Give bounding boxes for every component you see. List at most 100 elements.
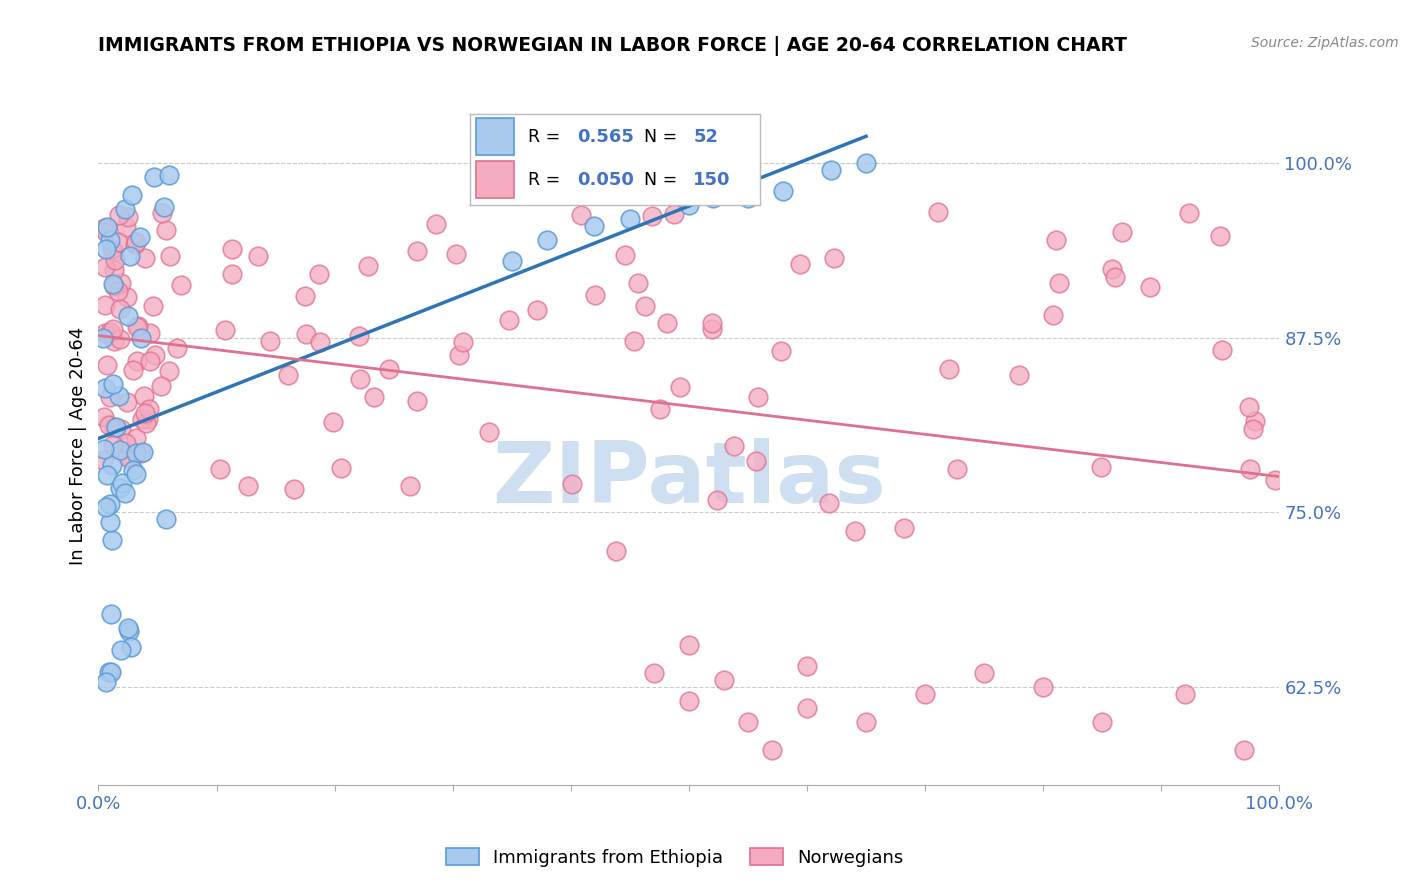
Point	[294, 289, 316, 303]
Point	[110, 421, 132, 435]
Point	[914, 687, 936, 701]
Point	[1139, 280, 1161, 294]
Point	[94, 326, 117, 340]
Point	[405, 244, 427, 258]
Point	[1032, 680, 1054, 694]
Point	[96, 219, 118, 234]
Point	[101, 377, 124, 392]
Point	[170, 277, 193, 292]
Point	[114, 436, 136, 450]
Point	[309, 335, 332, 350]
Point	[283, 482, 305, 496]
Point	[357, 259, 380, 273]
Point	[138, 401, 160, 416]
Point	[105, 420, 128, 434]
Point	[449, 348, 471, 362]
Point	[91, 331, 114, 345]
Point	[713, 673, 735, 687]
Point	[94, 242, 117, 256]
Point	[1243, 414, 1265, 428]
Point	[796, 701, 818, 715]
Point	[128, 230, 150, 244]
Point	[214, 323, 236, 337]
Point	[155, 222, 177, 236]
Point	[98, 390, 121, 404]
Point	[1042, 308, 1064, 322]
Point	[634, 299, 657, 313]
Point	[103, 334, 125, 349]
Point	[330, 461, 353, 475]
Text: IMMIGRANTS FROM ETHIOPIA VS NORWEGIAN IN LABOR FORCE | AGE 20-64 CORRELATION CHA: IMMIGRANTS FROM ETHIOPIA VS NORWEGIAN IN…	[98, 36, 1128, 55]
Point	[129, 446, 152, 460]
Point	[723, 439, 745, 453]
Point	[139, 353, 162, 368]
Point	[1241, 422, 1264, 436]
Point	[125, 445, 148, 459]
Point	[100, 607, 122, 621]
Y-axis label: In Labor Force | Age 20-64: In Labor Force | Age 20-64	[69, 326, 87, 566]
Point	[114, 202, 136, 217]
Point	[561, 477, 583, 491]
Point	[94, 500, 117, 515]
Point	[108, 481, 131, 495]
Point	[648, 402, 671, 417]
Point	[94, 260, 117, 275]
Point	[125, 354, 148, 368]
Point	[1178, 206, 1201, 220]
Point	[101, 438, 124, 452]
Point	[498, 312, 520, 326]
Point	[124, 237, 146, 252]
Legend: Immigrants from Ethiopia, Norwegians: Immigrants from Ethiopia, Norwegians	[439, 841, 911, 874]
Point	[405, 394, 427, 409]
Point	[122, 363, 145, 377]
Point	[107, 235, 129, 249]
Point	[124, 467, 146, 482]
Point	[583, 219, 606, 233]
Point	[131, 412, 153, 426]
Point	[98, 497, 121, 511]
Point	[93, 442, 115, 456]
Point	[377, 362, 399, 376]
Point	[295, 326, 318, 341]
Point	[619, 211, 641, 226]
Point	[789, 257, 811, 271]
Point	[143, 169, 166, 184]
Point	[737, 191, 759, 205]
Point	[236, 479, 259, 493]
Point	[1174, 687, 1197, 701]
Point	[118, 624, 141, 639]
Point	[1101, 261, 1123, 276]
Point	[98, 233, 121, 247]
Point	[120, 453, 142, 467]
Point	[425, 217, 447, 231]
Point	[209, 462, 232, 476]
Point	[627, 276, 650, 290]
Point	[94, 225, 117, 239]
Point	[150, 206, 173, 220]
Point	[643, 666, 665, 681]
Point	[569, 208, 592, 222]
Point	[166, 341, 188, 355]
Point	[103, 278, 125, 293]
Point	[103, 262, 125, 277]
Point	[893, 521, 915, 535]
Point	[98, 665, 121, 679]
Point	[114, 485, 136, 500]
Point	[737, 714, 759, 729]
Point	[927, 205, 949, 219]
Point	[96, 468, 118, 483]
Point	[127, 318, 149, 333]
Point	[399, 479, 422, 493]
Point	[143, 348, 166, 362]
Point	[132, 388, 155, 402]
Point	[150, 379, 173, 393]
Point	[349, 328, 371, 343]
Point	[761, 743, 783, 757]
Point	[747, 390, 769, 404]
Point	[614, 247, 637, 261]
Point	[1111, 225, 1133, 239]
Point	[772, 184, 794, 198]
Point	[121, 187, 143, 202]
Point	[277, 368, 299, 382]
Point	[115, 219, 138, 234]
